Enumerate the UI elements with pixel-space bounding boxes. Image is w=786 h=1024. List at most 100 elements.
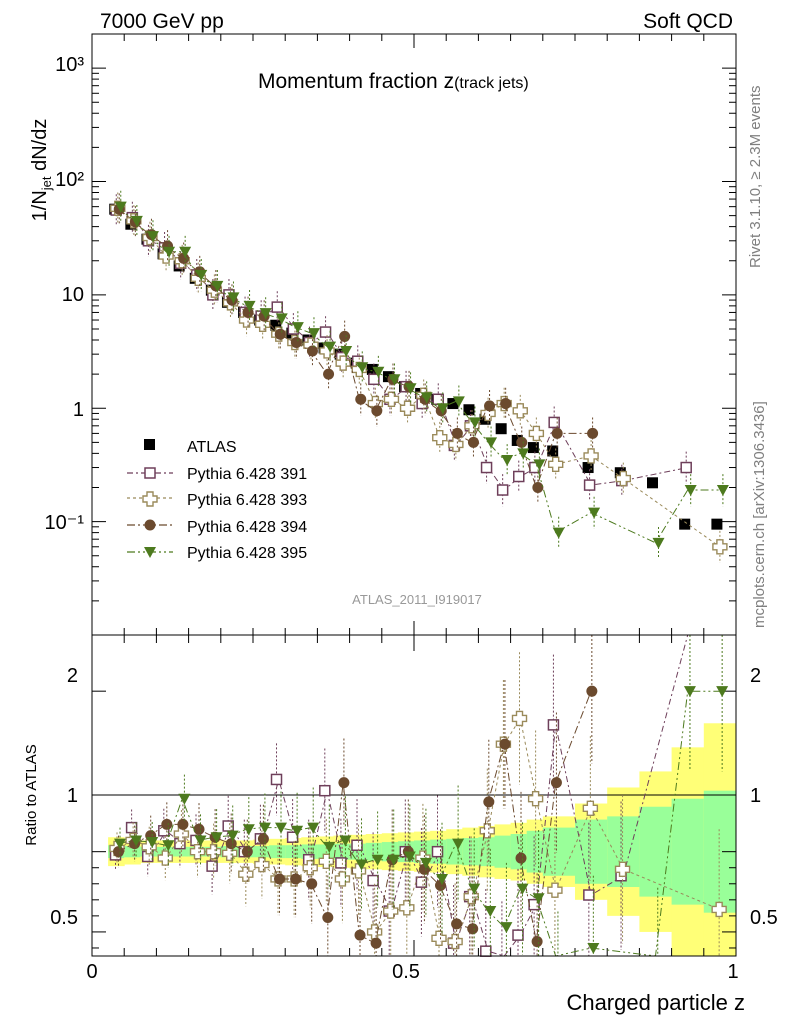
ratio-point [241, 846, 253, 858]
ratio-point [210, 832, 223, 844]
ratio-point [479, 823, 496, 839]
data-point [259, 308, 272, 320]
data-point [533, 459, 546, 471]
main-y-axis-label: 1/Njet dN/dz [29, 119, 54, 222]
band-inner-segment [172, 846, 190, 857]
ratio-point [431, 930, 447, 947]
band-inner-segment [494, 835, 512, 868]
ratio-point [500, 922, 513, 934]
data-point [583, 479, 596, 491]
ratio-point [531, 936, 543, 948]
legend-marker-395 [144, 547, 156, 558]
data-point [388, 374, 401, 386]
legend-entry-395: Pythia 6.428 395 [127, 545, 307, 562]
y-tick-label-1: 1 [73, 399, 84, 421]
data-point [447, 398, 459, 410]
ratio-point [177, 818, 189, 830]
ratio-point [451, 918, 463, 930]
ratio-y-tick-label-0p5-right: 0.5 [750, 907, 778, 929]
data-point [484, 400, 496, 412]
ratio-data-series [109, 634, 729, 957]
data-point [588, 507, 601, 519]
ratio-point [550, 777, 562, 789]
ratio-point [307, 822, 320, 834]
data-point [583, 448, 599, 464]
data-point [451, 427, 463, 439]
main-axis-ticks [91, 33, 737, 636]
ratio-series-p394 [113, 635, 598, 956]
data-point [513, 470, 525, 483]
ratio-point [339, 835, 352, 847]
ratio-point [399, 900, 415, 916]
rivet-version-text: Rivet 3.1.10, ≥ 2.3M events [747, 86, 764, 269]
ratio-point [257, 833, 269, 845]
data-point [467, 436, 479, 448]
ratio-point [499, 738, 511, 750]
data-point [290, 337, 302, 349]
ratio-point [480, 945, 492, 957]
band-inner-segment [269, 845, 286, 859]
ratio-point [130, 835, 143, 847]
data-point [480, 461, 493, 474]
ratio-point [355, 859, 368, 871]
data-point [356, 362, 369, 374]
ratio-point [447, 933, 463, 950]
data-point [270, 319, 282, 331]
ratio-point [193, 823, 205, 835]
data-point [495, 423, 507, 435]
ratio-point [527, 791, 544, 807]
ratio-point [583, 889, 595, 901]
data-point [712, 539, 728, 555]
ratio-point [258, 822, 271, 834]
ratio-point [226, 830, 239, 842]
data-point [275, 313, 288, 325]
ratio-point [146, 837, 159, 849]
ratio-point [290, 873, 302, 885]
ratio-series-p395 [114, 635, 729, 957]
data-point [680, 461, 692, 474]
ratio-point [173, 826, 190, 842]
data-point [340, 345, 353, 357]
series-line-p395 [117, 206, 720, 544]
data-point [307, 328, 320, 340]
ratio-y-axis-label: Ratio to ATLAS [23, 744, 40, 845]
ratio-y-tick-label-2: 2 [67, 665, 78, 687]
data-point [552, 527, 565, 539]
data-point [368, 373, 380, 386]
legend-label-395: Pythia 6.428 395 [187, 545, 307, 562]
legend-label-atlas: ATLAS [187, 439, 237, 456]
data-point [291, 322, 304, 334]
data-point [383, 391, 400, 407]
data-point [485, 437, 498, 449]
ratio-point [403, 851, 416, 863]
legend-entry-atlas: ATLAS [144, 439, 237, 456]
data-point [468, 417, 481, 429]
data-point [500, 398, 512, 410]
legend-label-394: Pythia 6.428 394 [187, 519, 307, 536]
data-point [227, 292, 240, 304]
data-point [547, 445, 559, 457]
ratio-point [436, 873, 449, 885]
main-plot-panel: Momentum fraction z(track jets) 1/Njet d… [29, 33, 737, 636]
data-point [448, 436, 464, 453]
data-point [463, 404, 475, 416]
ratio-point [582, 800, 599, 817]
ratio-point [547, 882, 563, 898]
ratio-point [351, 839, 363, 852]
data-point [195, 269, 208, 281]
ratio-point [467, 923, 479, 935]
ratio-point [547, 719, 560, 731]
ratio-point [334, 871, 351, 887]
legend-label-391: Pythia 6.428 391 [187, 466, 307, 483]
ratio-point [532, 893, 545, 905]
ratio-point [614, 861, 631, 878]
x-tick-label-0: 0 [86, 961, 97, 983]
data-point [420, 392, 433, 404]
data-point [178, 252, 190, 264]
ratio-point [322, 911, 334, 923]
ratio-point [238, 866, 254, 882]
ratio-point [511, 710, 528, 727]
data-point [146, 231, 159, 243]
data-point [551, 427, 563, 439]
